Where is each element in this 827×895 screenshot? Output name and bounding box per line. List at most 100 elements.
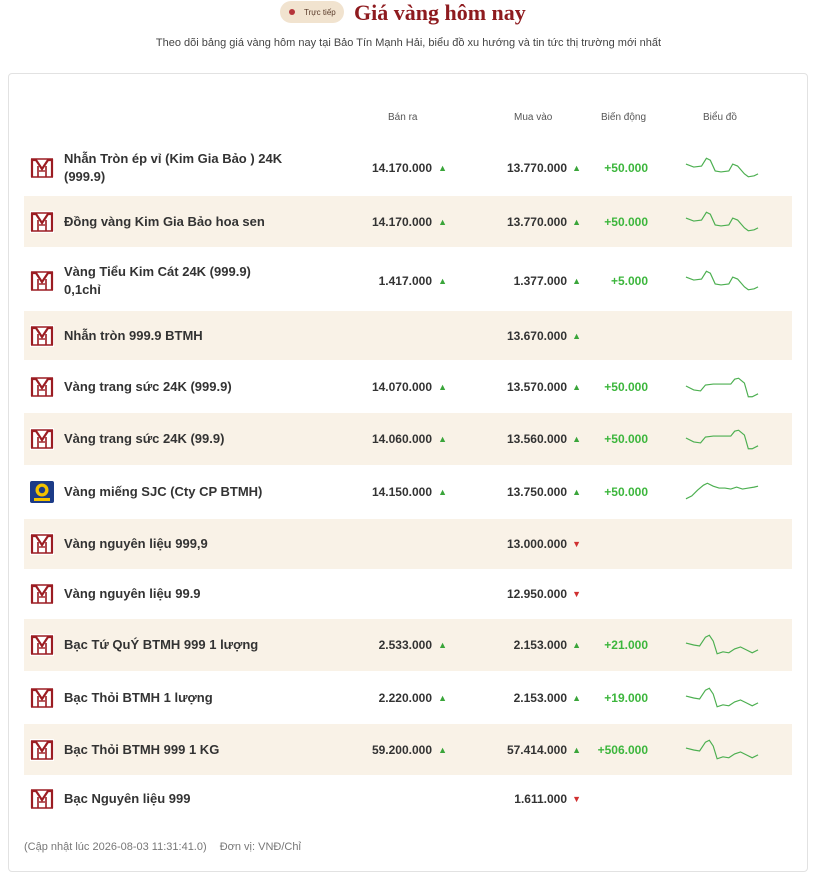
product-name: Bạc Thỏi BTMH 999 1 KG [64, 741, 220, 757]
arrow-up-icon: ▲ [438, 744, 447, 755]
arrow-up-icon: ▲ [572, 216, 581, 227]
buy-price: 57.414.000 [506, 742, 567, 757]
btmh-logo-icon [30, 686, 54, 709]
sparkline-path [685, 634, 759, 655]
arrow-up-icon: ▲ [438, 434, 447, 444]
trend-sparkline[interactable] [684, 477, 760, 507]
trend-sparkline[interactable] [684, 372, 760, 402]
sell-price: 2.533.000 [378, 638, 432, 652]
column-header-chart: Biểu đồ [703, 112, 737, 123]
sparkline-path [685, 377, 759, 397]
sell-price: 14.170.000 [371, 214, 432, 229]
btmh-logo-icon [30, 375, 54, 398]
update-timestamp: (Cập nhật lúc 2026-08-03 11:31:41.0) [24, 841, 207, 853]
arrow-up-icon: ▲ [572, 692, 581, 703]
page-subtitle: Theo dõi bảng giá vàng hôm nay tại Bảo T… [155, 37, 662, 49]
price-change: +50.000 [604, 214, 648, 229]
btmh-logo-icon [30, 634, 54, 656]
table-row[interactable]: Đồng vàng Kim Gia Bảo hoa sen 14.170.000 ▲… [24, 196, 792, 247]
product-name: Vàng trang sức 24K (999.9) [64, 378, 232, 394]
trend-sparkline[interactable] [684, 207, 760, 237]
arrow-up-icon: ▲ [572, 487, 581, 497]
sell-price: 14.060.000 [371, 432, 432, 446]
arrow-up-icon: ▲ [438, 640, 447, 650]
btmh-logo-icon [30, 270, 54, 292]
page-title: Giá vàng hôm nay [354, 0, 526, 25]
price-change: +21.000 [604, 638, 648, 652]
btmh-logo-icon [30, 582, 54, 605]
arrow-up-icon: ▲ [572, 434, 581, 444]
trend-sparkline[interactable] [684, 266, 760, 296]
table-footer: (Cập nhật lúc 2026-08-03 11:31:41.0) Đơn… [24, 841, 311, 853]
arrow-up-icon: ▲ [438, 162, 447, 173]
sell-price: 59.200.000 [371, 742, 432, 757]
sell-price: 1.417.000 [378, 274, 432, 288]
table-row[interactable]: Bạc Nguyên liệu 999 1.611.000 ▼ [24, 775, 792, 823]
trend-sparkline[interactable] [684, 735, 760, 765]
buy-price: 2.153.000 [513, 690, 567, 705]
table-row[interactable]: Bạc Tứ QuÝ BTMH 999 1 lượng 2.533.000 ▲ 2.1… [24, 619, 792, 671]
btmh-logo-icon [30, 324, 54, 347]
sparkline-path [685, 156, 759, 177]
product-name: Vàng trang sức 24K (99.9) [64, 431, 225, 446]
live-label: Trực tiếp [304, 7, 336, 17]
buy-price: 13.770.000 [506, 160, 567, 175]
btmh-logo-icon [30, 788, 54, 810]
table-row[interactable]: Vàng Tiểu Kim Cát 24K (999.9) 0,1chỉ 1.41… [24, 253, 792, 309]
table-row[interactable]: Bạc Thỏi BTMH 999 1 KG 59.200.000 ▲ 57.414.… [24, 724, 792, 775]
sjc-logo-icon [30, 481, 54, 503]
price-change: +506.000 [597, 742, 648, 757]
btmh-logo-icon [30, 156, 54, 179]
product-name: Đồng vàng Kim Gia Bảo hoa sen [64, 213, 265, 229]
product-name: Vàng miếng SJC (Cty CP BTMH) [64, 484, 263, 499]
buy-price: 1.377.000 [513, 274, 567, 288]
table-row[interactable]: Vàng trang sức 24K (999.9) 14.070.000 ▲ 13.… [24, 361, 792, 412]
sell-price: 14.150.000 [371, 485, 432, 499]
table-row[interactable]: Bạc Thỏi BTMH 1 lượng 2.220.000 ▲ 2.153.000… [24, 672, 792, 723]
price-change: +50.000 [604, 485, 648, 499]
arrow-up-icon: ▲ [572, 640, 581, 650]
trend-sparkline[interactable] [684, 630, 760, 660]
table-row[interactable]: Vàng trang sức 24K (99.9) 14.060.000 ▲ 13.5… [24, 413, 792, 465]
column-header-change: Biến động [601, 112, 647, 123]
sell-price: 14.170.000 [371, 160, 432, 175]
sell-price: 14.070.000 [371, 379, 432, 394]
product-name: Nhẫn Tròn ép vỉ (Kim Gia Bảo ) 24K (999.… [64, 150, 283, 184]
arrow-up-icon: ▲ [438, 216, 447, 227]
arrow-up-icon: ▲ [438, 487, 447, 497]
buy-price: 13.770.000 [506, 214, 567, 229]
price-change: +50.000 [604, 160, 648, 175]
sparkline-path [685, 482, 759, 500]
trend-sparkline[interactable] [684, 683, 760, 713]
table-row[interactable]: Vàng nguyên liệu 99.9 12.950.000 ▼ [24, 569, 792, 618]
trend-sparkline[interactable] [684, 153, 760, 183]
buy-price: 13.670.000 [506, 328, 567, 343]
btmh-logo-icon [30, 210, 54, 233]
arrow-up-icon: ▲ [572, 276, 581, 286]
price-change: +5.000 [610, 274, 648, 288]
btmh-logo-icon [30, 533, 54, 555]
product-name: Vàng nguyên liệu 99.9 [64, 585, 201, 601]
trend-sparkline[interactable] [684, 424, 760, 454]
table-row[interactable]: Vàng miếng SJC (Cty CP BTMH) 14.150.000 ▲ 1… [24, 466, 792, 518]
sparkline-path [685, 739, 759, 760]
sell-price: 2.220.000 [378, 690, 432, 705]
column-header-buy: Mua vào [514, 112, 553, 123]
arrow-up-icon: ▲ [572, 381, 581, 392]
sparkline-path [685, 210, 759, 231]
arrow-down-icon: ▼ [572, 588, 581, 599]
table-row[interactable]: Nhẫn Tròn ép vỉ (Kim Gia Bảo ) 24K (999.… [24, 140, 792, 195]
table-row[interactable]: Vàng nguyên liệu 999,9 13.000.000 ▼ [24, 519, 792, 569]
product-name: Bạc Thỏi BTMH 1 lượng [64, 689, 213, 705]
table-row[interactable]: Nhẫn tròn 999.9 BTMH 13.670.000 ▲ [24, 311, 792, 360]
btmh-logo-icon [30, 738, 54, 761]
live-dot-icon [289, 9, 295, 15]
unit-label: Đơn vị: VNĐ/Chỉ [219, 841, 301, 853]
live-badge[interactable]: Trực tiếp [280, 1, 344, 23]
buy-price: 13.570.000 [506, 379, 567, 394]
arrow-up-icon: ▲ [438, 276, 447, 286]
product-name: Vàng Tiểu Kim Cát 24K (999.9) 0,1chỉ [64, 264, 251, 297]
column-header-sell: Bán ra [388, 112, 418, 123]
sparkline-path [685, 687, 759, 708]
price-change: +50.000 [604, 379, 648, 394]
